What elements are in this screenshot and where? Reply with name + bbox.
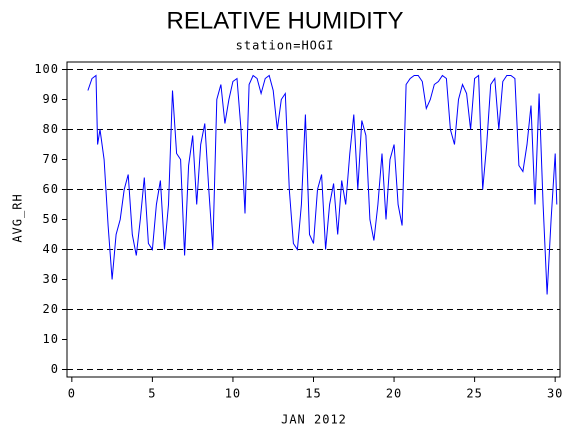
- x-tick-label: 10: [225, 387, 241, 401]
- chart-title: RELATIVE HUMIDITY: [167, 7, 404, 34]
- y-tick-label: 20: [43, 302, 59, 316]
- x-tick-label: 5: [148, 387, 156, 401]
- y-tick-label: 70: [43, 152, 59, 166]
- x-tick-label: 25: [466, 387, 482, 401]
- y-tick-label: 0: [51, 362, 59, 376]
- x-axis-label: JAN 2012: [281, 413, 347, 427]
- chart-subtitle: station=HOGI: [236, 39, 335, 53]
- y-tick-label: 100: [34, 62, 59, 76]
- y-axis-label: AVG_RH: [11, 193, 25, 242]
- x-tick-label: 0: [68, 387, 76, 401]
- y-tick-label: 80: [43, 122, 59, 136]
- y-tick-label: 10: [43, 332, 59, 346]
- x-tick-label: 30: [547, 387, 563, 401]
- y-tick-label: 30: [43, 272, 59, 286]
- y-tick-label: 40: [43, 242, 59, 256]
- y-tick-label: 60: [43, 182, 59, 196]
- plot-frame: [66, 61, 561, 378]
- x-tick-label: 15: [305, 387, 321, 401]
- y-tick-label: 90: [43, 92, 59, 106]
- y-tick-label: 50: [43, 212, 59, 226]
- data-line: [87, 74, 558, 295]
- x-tick-label: 20: [386, 387, 402, 401]
